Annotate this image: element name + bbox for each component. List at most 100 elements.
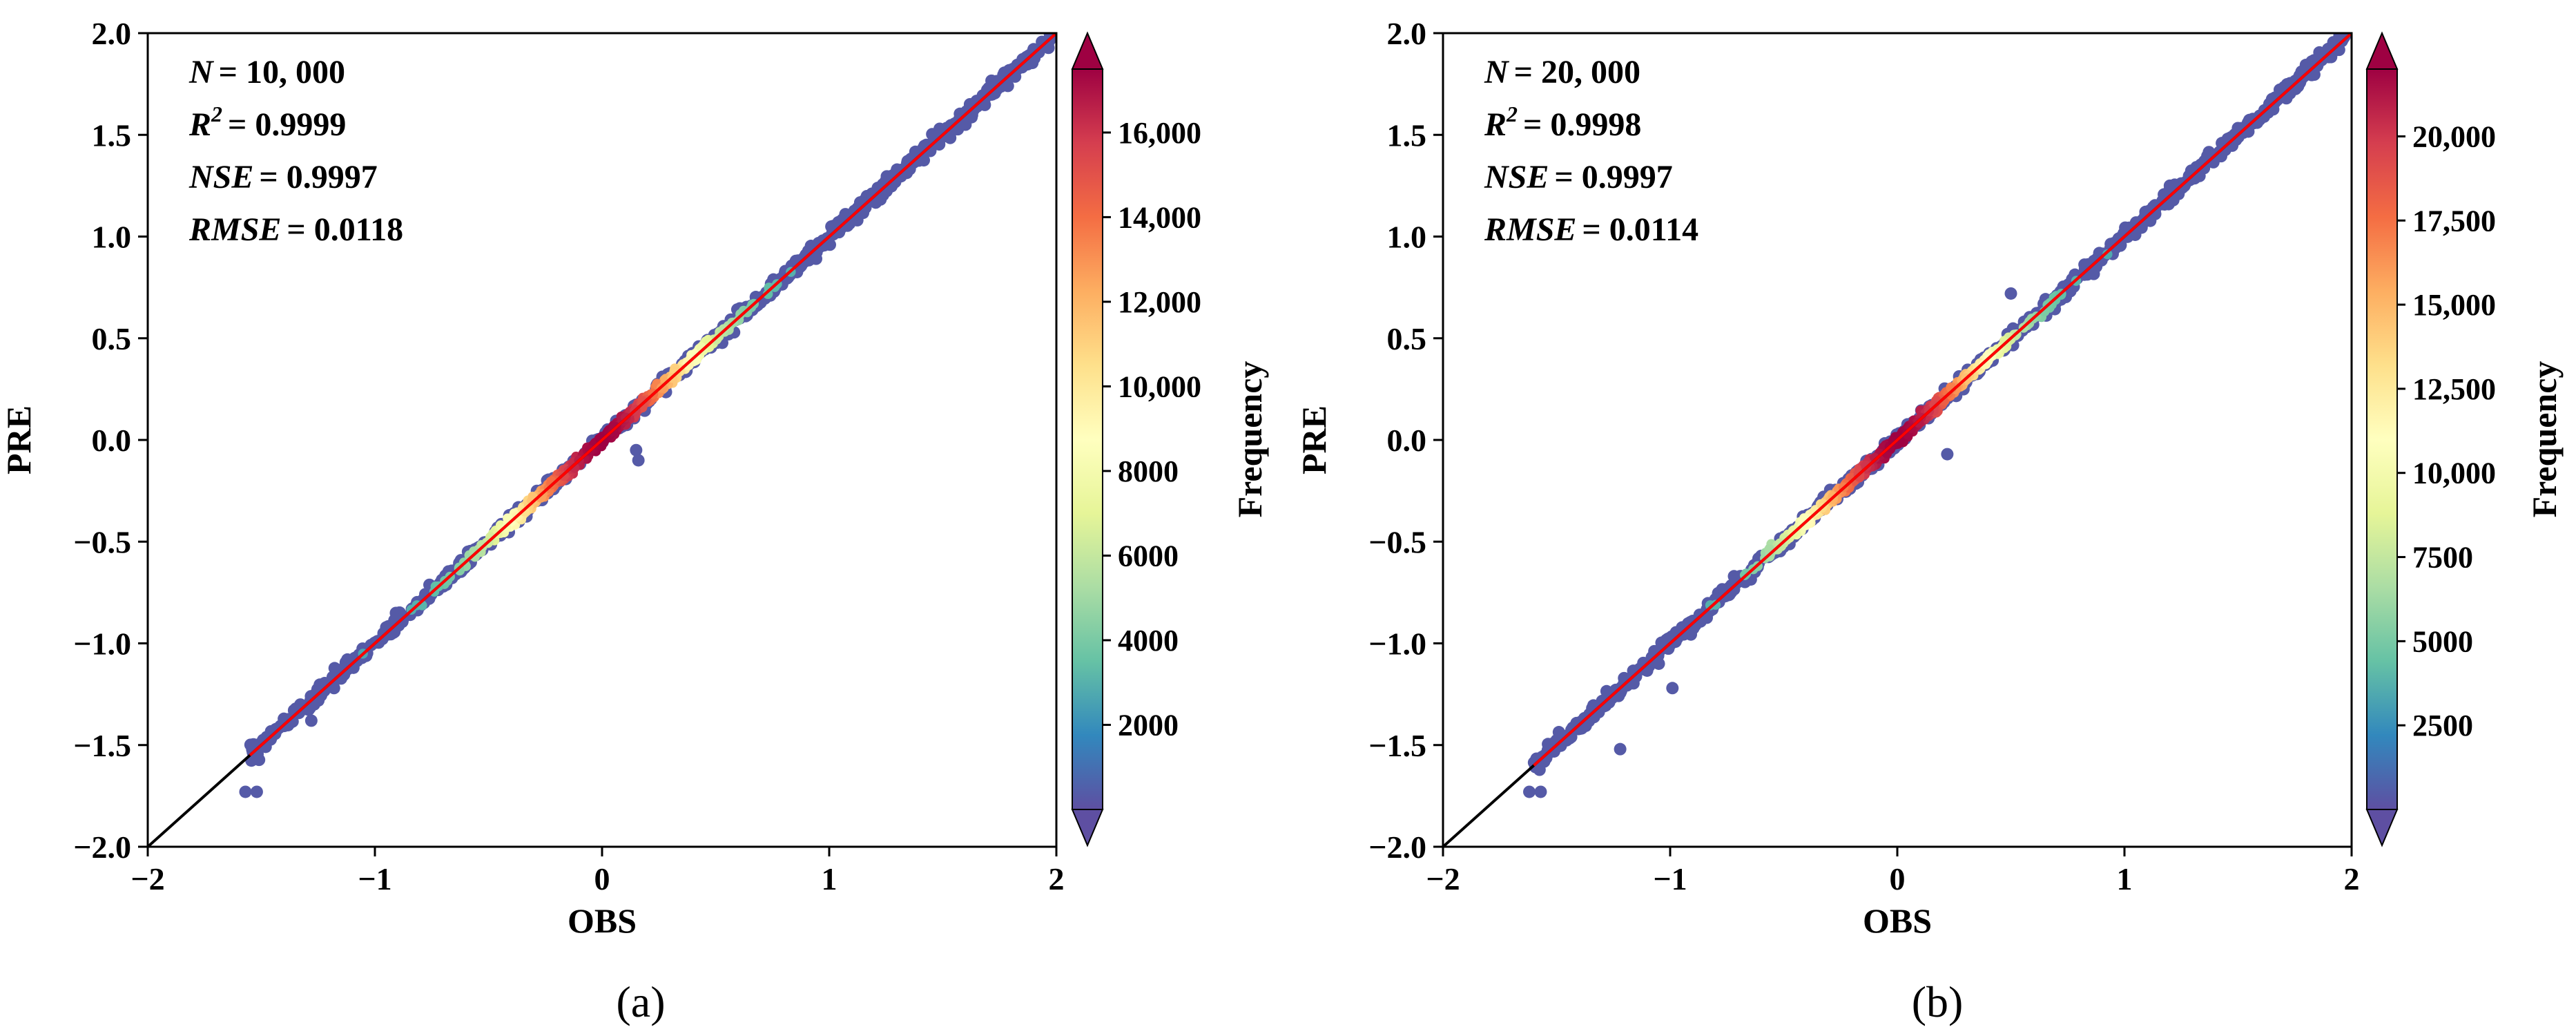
scatter-points-a xyxy=(148,33,1056,847)
scatter-outlier xyxy=(1614,742,1627,756)
colorbar-tick-label: 2500 xyxy=(2412,709,2473,742)
y-axis-b: −2.0 −1.5 −1.0 −0.5 0.0 0.5 1.0 1.5 2.0 xyxy=(1368,16,1443,865)
scatter-outlier xyxy=(1523,785,1536,798)
colorbar-extend-max xyxy=(2365,31,2399,70)
scatter-outlier xyxy=(1666,682,1679,695)
stat-n-a: N = 10, 000 xyxy=(188,54,345,90)
scatter-point xyxy=(810,252,823,265)
colorbar-tick-label: 12,500 xyxy=(2412,372,2496,406)
colorbar-tick-label: 7500 xyxy=(2412,541,2473,575)
x-tick-label: 0 xyxy=(1890,861,1906,896)
scatter-outlier xyxy=(1652,657,1665,670)
scatter-point xyxy=(599,436,609,447)
scatter-point xyxy=(940,122,953,135)
y-tick-label: −0.5 xyxy=(1368,524,1426,559)
y-tick-label: 2.0 xyxy=(92,16,132,51)
y-tick-label: 0.0 xyxy=(92,423,132,458)
colorbar-title-b: Frequency xyxy=(2525,361,2564,518)
y-axis-a: −2.0 −1.5 −1.0 −0.5 0.0 0.5 1.0 1.5 2.0 xyxy=(73,16,148,865)
colorbar-tick-label: 20,000 xyxy=(2412,119,2496,153)
scatter-point xyxy=(1676,624,1689,637)
scatter-point xyxy=(1655,636,1668,649)
stat-r2-a: R2 = 0.9999 xyxy=(188,102,346,143)
y-tick-label: 2.0 xyxy=(1387,16,1427,51)
colorbar-tick-label: 2000 xyxy=(1118,708,1179,742)
scatter-point xyxy=(704,337,714,347)
y-tick-label: 0.5 xyxy=(92,321,132,356)
stat-r2-b: R2 = 0.9998 xyxy=(1484,102,1641,143)
colorbar-tick-label: 15,000 xyxy=(2412,288,2496,322)
caption-b: (b) xyxy=(1912,977,1964,1026)
scatter-point xyxy=(1530,760,1543,773)
scatter-outlier xyxy=(1534,785,1547,798)
scatter-outlier xyxy=(304,714,318,727)
stats-box-a: N = 10, 000 R2 = 0.9999 NSE = 0.9997 RMSE = … xyxy=(188,54,403,248)
x-tick-label: −2 xyxy=(1426,861,1460,896)
scatter-point xyxy=(609,421,619,432)
panel-a: −2 −1 0 1 2 −2.0−1.5−1.0−0.50.00.51.01.52.0 … xyxy=(0,16,1269,1026)
scatter-point xyxy=(1854,472,1865,482)
colorbar-tick-label: 12,000 xyxy=(1118,285,1201,319)
scatter-point xyxy=(871,184,884,198)
scatter-point xyxy=(1028,44,1041,57)
x-axis-title-b: OBS xyxy=(1863,901,1932,940)
x-tick-label: −1 xyxy=(1653,861,1687,896)
y-tick-label: 1.0 xyxy=(1387,220,1427,255)
y-tick-label: 0.0 xyxy=(1387,423,1427,458)
scatter-point xyxy=(1648,644,1661,658)
colorbar-tick-label: 5000 xyxy=(2412,624,2473,658)
colorbar-tick-label: 6000 xyxy=(1118,539,1179,573)
x-axis-title-a: OBS xyxy=(568,901,637,940)
x-tick-label: 0 xyxy=(594,861,610,896)
scatter-outlier xyxy=(2163,179,2176,192)
colorbar-gradient xyxy=(2366,68,2398,810)
x-tick-label: 2 xyxy=(2344,861,2360,896)
scatter-point xyxy=(2229,133,2243,146)
stats-box-b: N = 20, 000 R2 = 0.9998 NSE = 0.9997 RMSE = … xyxy=(1484,54,1698,248)
scatter-point xyxy=(1870,452,1880,463)
scatter-point xyxy=(2332,35,2345,48)
colorbar-tick-label: 4000 xyxy=(1118,624,1179,658)
colorbar-tick-label: 10,000 xyxy=(2412,457,2496,490)
scatter-outlier xyxy=(327,682,340,695)
scatter-point xyxy=(1810,506,1820,517)
colorbar-a: 2000 4000 6000 8000 10,000 12,000 14,000 16,000 xyxy=(1071,31,1201,847)
colorbar-b: 2500 5000 7500 10,000 12,500 15,000 17,500 20,0… xyxy=(2365,31,2496,847)
scatter-point xyxy=(269,722,282,736)
scatter-outlier xyxy=(2004,287,2017,300)
y-tick-label: −2.0 xyxy=(1368,829,1426,865)
scatter-point xyxy=(1710,599,1721,610)
y-tick-label: 1.0 xyxy=(92,220,132,255)
scatter-points-b xyxy=(1443,33,2352,847)
scatter-outlier xyxy=(630,443,643,457)
colorbar-extend-max xyxy=(1071,31,1104,70)
x-tick-label: −1 xyxy=(358,861,391,896)
colorbar-title-a: Frequency xyxy=(1230,361,1269,518)
scatter-point xyxy=(1552,726,1565,739)
scatter-point xyxy=(519,506,530,517)
scatter-point xyxy=(1861,460,1871,471)
colorbar-tick-label: 16,000 xyxy=(1118,116,1201,150)
stat-rmse-b: RMSE = 0.0114 xyxy=(1484,211,1698,248)
panel-b: −2 −1 0 1 2 −2.0−1.5−1.0−0.50.00.51.01.52.0 … xyxy=(1295,16,2564,1026)
scatter-point xyxy=(2163,193,2176,206)
y-tick-label: −2.0 xyxy=(73,829,131,865)
scatter-point xyxy=(1799,515,1810,526)
scatter-point xyxy=(442,575,453,586)
scatter-point xyxy=(2246,113,2259,126)
colorbar-tick-label: 8000 xyxy=(1118,454,1179,488)
scatter-outlier xyxy=(959,118,972,131)
colorbar-tick-label: 14,000 xyxy=(1118,200,1201,234)
x-tick-label: 1 xyxy=(2117,861,2133,896)
scatter-point xyxy=(501,523,512,533)
x-tick-label: 1 xyxy=(822,861,837,896)
y-tick-label: −1.5 xyxy=(73,728,131,763)
caption-a: (a) xyxy=(616,977,665,1026)
y-tick-label: −1.0 xyxy=(1368,626,1426,662)
y-tick-label: −1.5 xyxy=(1368,728,1426,763)
x-axis-a: −2 −1 0 1 2 xyxy=(130,847,1065,896)
stat-n-b: N = 20, 000 xyxy=(1484,54,1640,90)
scatter-point xyxy=(2102,249,2113,260)
scatter-point xyxy=(933,138,946,151)
